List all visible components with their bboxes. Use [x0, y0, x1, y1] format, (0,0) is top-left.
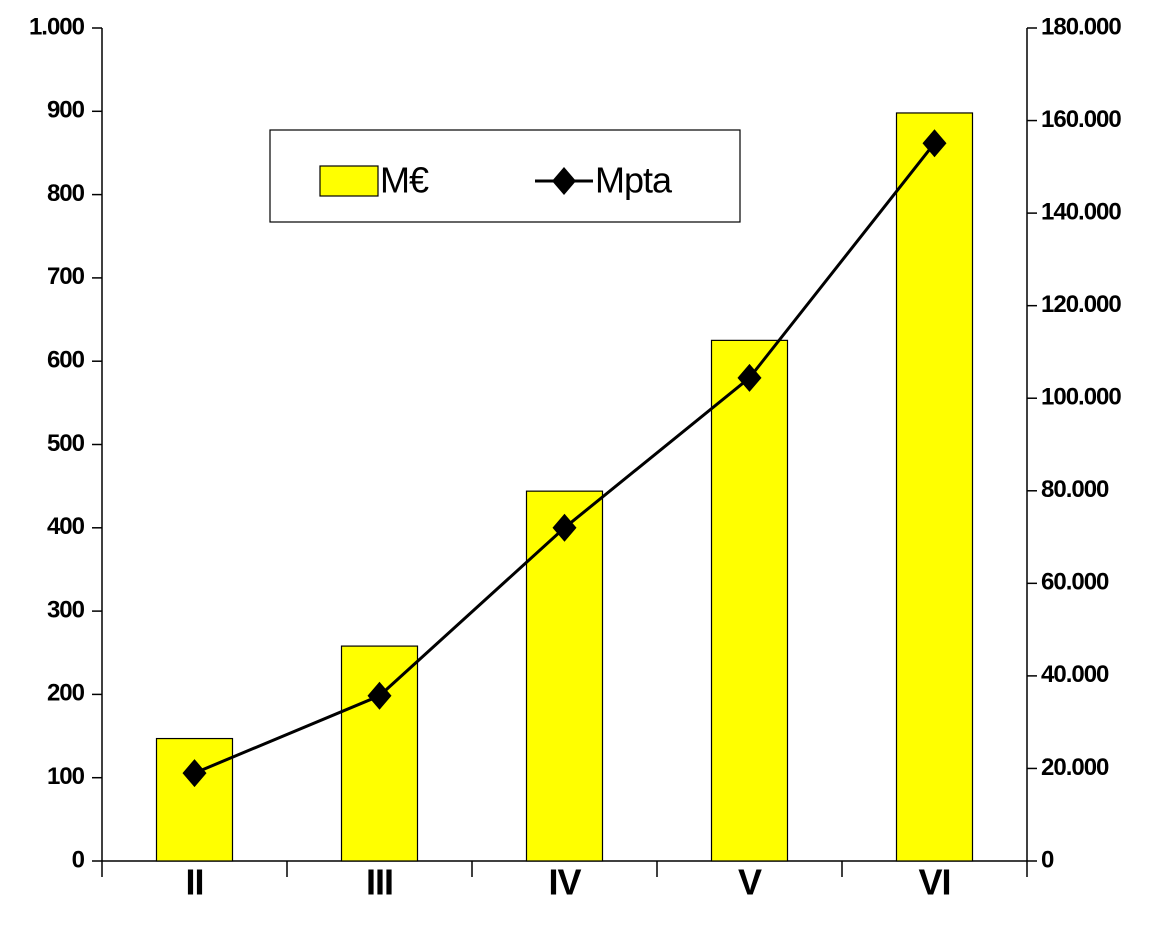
- bar: [155, 737, 234, 862]
- legend-label: M€: [380, 160, 429, 201]
- y2-tick-label: 0: [1041, 846, 1054, 873]
- legend-label: Mpta: [595, 160, 673, 201]
- y-tick-label: 1.000: [29, 13, 85, 40]
- marker: [182, 759, 207, 788]
- y-tick-label: 500: [47, 430, 85, 457]
- y-tick-label: 100: [47, 763, 85, 790]
- y2-tick-label: 100.000: [1041, 384, 1121, 411]
- legend-swatch: [319, 165, 379, 197]
- y2-tick-label: 20.000: [1041, 754, 1109, 781]
- bar: [525, 490, 604, 862]
- y-tick-label: 900: [47, 97, 85, 124]
- marker: [922, 129, 947, 158]
- y2-tick-label: 180.000: [1041, 13, 1121, 40]
- y-tick-label: 700: [47, 263, 85, 290]
- marker: [367, 681, 392, 710]
- y-tick-label: 0: [72, 846, 85, 873]
- marker: [552, 513, 577, 542]
- x-tick-label: IV: [548, 862, 581, 903]
- y2-tick-label: 140.000: [1041, 198, 1121, 225]
- bar: [895, 112, 974, 862]
- bar: [340, 645, 419, 862]
- x-tick-label: VI: [918, 862, 950, 903]
- x-tick-label: III: [366, 862, 393, 903]
- y2-tick-label: 120.000: [1041, 291, 1121, 318]
- y-tick-label: 600: [47, 347, 85, 374]
- y2-tick-label: 40.000: [1041, 661, 1109, 688]
- y-tick-label: 300: [47, 596, 85, 623]
- bar: [710, 339, 789, 862]
- y-tick-label: 400: [47, 513, 85, 540]
- x-tick-label: V: [738, 862, 762, 903]
- legend-marker: [552, 167, 576, 195]
- y2-tick-label: 160.000: [1041, 106, 1121, 133]
- y2-tick-label: 60.000: [1041, 569, 1109, 596]
- y2-tick-label: 80.000: [1041, 476, 1109, 503]
- marker: [737, 363, 762, 392]
- x-tick-label: II: [185, 862, 203, 903]
- y-tick-label: 200: [47, 680, 85, 707]
- y-tick-label: 800: [47, 180, 85, 207]
